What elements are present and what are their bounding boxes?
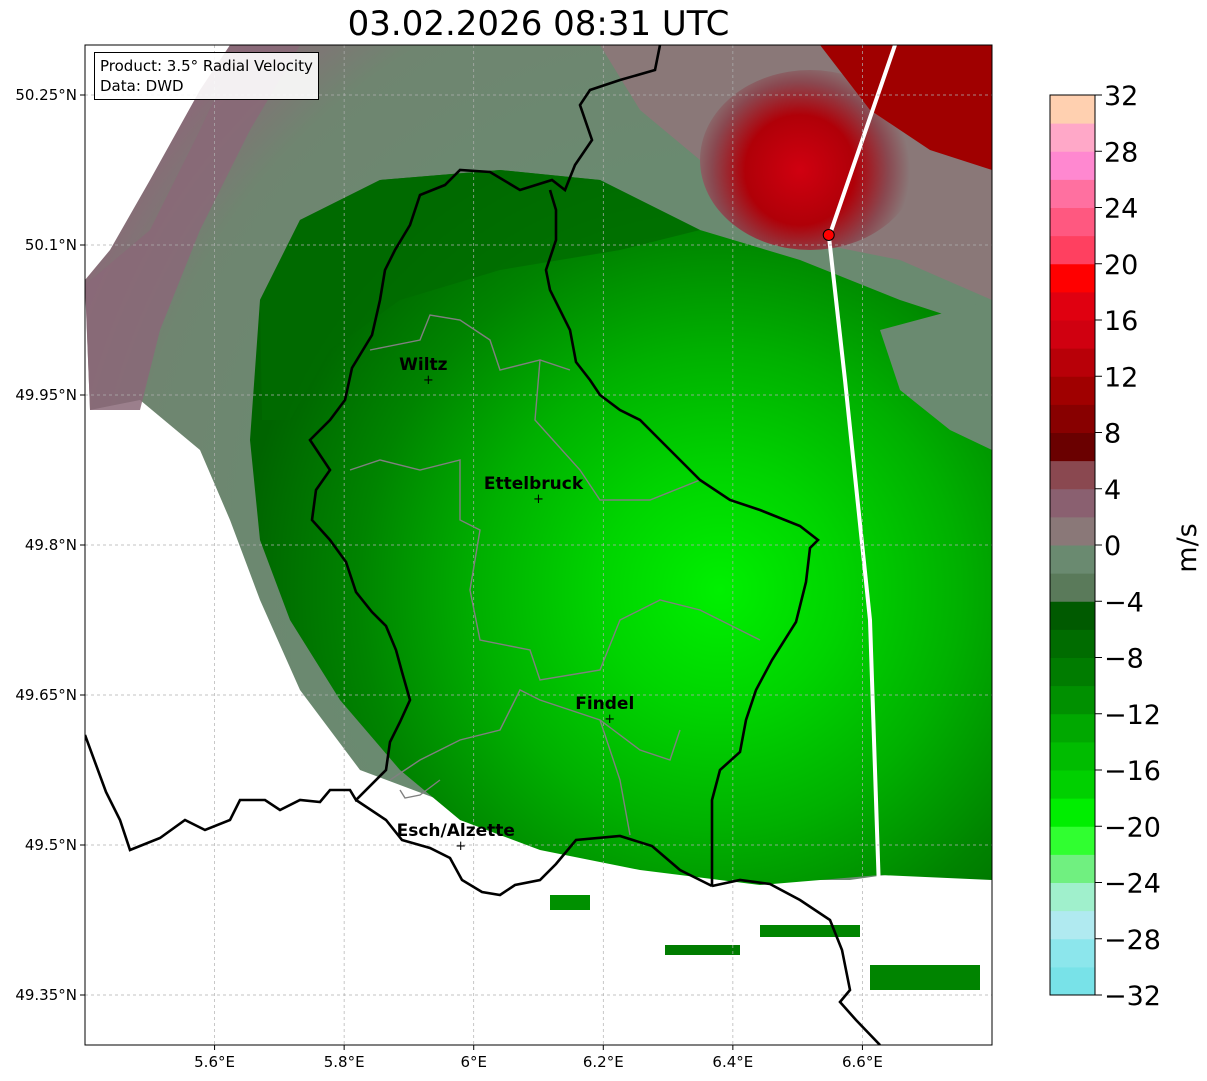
- city-marker-icon: +: [533, 492, 544, 507]
- colorbar-tick-label: 20: [1104, 250, 1138, 281]
- map-title: 03.02.2026 08:31 UTC: [347, 4, 730, 44]
- lat-tick-label: 50.1°N: [25, 236, 77, 254]
- colorbar-tick-label: 16: [1104, 306, 1138, 337]
- colorbar-tick-label: −28: [1104, 925, 1161, 956]
- colorbar-bin: [1050, 404, 1095, 433]
- lon-tick-label: 5.6°E: [194, 1053, 235, 1071]
- colorbar-bin: [1050, 910, 1095, 940]
- colorbar-bin: [1050, 488, 1095, 518]
- city-label: Findel: [575, 694, 634, 714]
- colorbar-bin: [1050, 235, 1095, 265]
- city-label: Esch/Alzette: [397, 821, 515, 841]
- colorbar-bin: [1050, 966, 1095, 996]
- echo-grey-right: [880, 300, 992, 450]
- colorbar-bin: [1050, 938, 1095, 968]
- city-marker-icon: +: [604, 712, 615, 727]
- echo-green-region: [250, 170, 992, 885]
- colorbar-bin: [1050, 263, 1095, 293]
- district-borders: [349, 314, 761, 836]
- lon-tick-label: 6.4°E: [712, 1053, 753, 1071]
- colorbar-bin: [1050, 770, 1095, 799]
- colorbar-bin: [1050, 123, 1095, 152]
- colorbar-tick-label: −4: [1104, 587, 1144, 618]
- lon-tick-label: 6°E: [460, 1053, 487, 1071]
- colorbar-bin: [1050, 657, 1095, 687]
- lat-tick-label: 49.8°N: [25, 536, 77, 554]
- colorbar-tick-label: −20: [1104, 812, 1161, 843]
- colorbar-label: m/s: [1172, 523, 1203, 572]
- city-label: Wiltz: [399, 355, 448, 375]
- colorbar-bin: [1050, 685, 1095, 715]
- city-label: Ettelbruck: [484, 474, 584, 494]
- echo-pink-edge: [85, 45, 300, 410]
- colorbar-bin: [1050, 741, 1095, 771]
- colorbar-bin: [1050, 713, 1095, 743]
- city-markers: +Wiltz+Ettelbruck+Findel+Esch/Alzette: [397, 355, 635, 854]
- colorbar-bin: [1050, 573, 1095, 602]
- echo-red-core: [700, 70, 920, 250]
- colorbar-bin: [1050, 320, 1095, 349]
- colorbar-bin: [1050, 348, 1095, 377]
- lon-tick-label: 6.6°E: [842, 1053, 883, 1071]
- colorbar-bin: [1050, 601, 1095, 630]
- radar-echo-layer: [85, 45, 992, 990]
- colorbar-bin: [1050, 376, 1095, 405]
- colorbar-bin: [1050, 854, 1095, 883]
- radar-beam-artifact: [826, 45, 897, 921]
- colorbar-bin: [1050, 460, 1095, 490]
- lat-tick-label: 49.5°N: [25, 836, 77, 854]
- lat-tick-label: 49.35°N: [15, 986, 77, 1004]
- lon-tick-label: 6.2°E: [583, 1053, 624, 1071]
- colorbar-tick-label: −24: [1104, 869, 1161, 900]
- city-marker-icon: +: [423, 373, 434, 388]
- colorbar-bin: [1050, 291, 1095, 321]
- colorbar-bin: [1050, 826, 1095, 855]
- colorbar-bin: [1050, 516, 1095, 546]
- city-marker-icon: +: [455, 839, 466, 854]
- colorbar-bin: [1050, 207, 1095, 237]
- colorbar-tick-label: −16: [1104, 756, 1161, 787]
- colorbar-tick-label: 8: [1104, 419, 1121, 450]
- colorbar-tick-label: −32: [1104, 981, 1161, 1012]
- colorbar-tick-label: −8: [1104, 644, 1144, 675]
- colorbar-tick-label: 4: [1104, 475, 1121, 506]
- colorbar-tick-label: −12: [1104, 700, 1161, 731]
- colorbar-tick-label: 24: [1104, 194, 1138, 225]
- colorbar-frame: [1049, 94, 1096, 996]
- colorbar-tick-label: 0: [1104, 531, 1121, 562]
- radar-site-marker: [822, 229, 835, 241]
- colorbar-bin: [1050, 432, 1095, 462]
- colorbar-bin: [1050, 95, 1095, 124]
- colorbar-tick-label: 12: [1104, 362, 1138, 393]
- colorbar-tick-label: 28: [1104, 137, 1138, 168]
- colorbar-tick-label: 32: [1104, 81, 1138, 112]
- lon-tick-label: 5.8°E: [324, 1053, 365, 1071]
- lat-tick-label: 50.25°N: [15, 86, 77, 104]
- echo-red-top: [820, 45, 992, 170]
- colorbar-bin: [1050, 629, 1095, 658]
- colorbar-bin: [1050, 545, 1095, 574]
- national-borders: [85, 45, 881, 1045]
- lat-tick-label: 49.65°N: [15, 686, 77, 704]
- colorbar-bin: [1050, 151, 1095, 180]
- colorbar-bin: [1050, 798, 1095, 827]
- colorbar-bin: [1050, 882, 1095, 912]
- lat-tick-label: 49.95°N: [15, 386, 77, 404]
- data-source-label: Data: DWD: [100, 77, 184, 95]
- product-info-box: Product: 3.5° Radial Velocity Data: DWD: [94, 52, 319, 100]
- echo-dark-green-band: [260, 170, 700, 420]
- colorbar: 32 28 24 20 16 12 8 4 0 −4 −8 −12 −16 −20 −24 −28 −32: [1050, 81, 1161, 1012]
- product-label: Product: 3.5° Radial Velocity: [100, 57, 313, 75]
- axis-tick-labels: 5.6°E 5.8°E 6°E 6.2°E 6.4°E 6.6°E 50.25°N 50.1°…: [15, 86, 883, 1071]
- colorbar-bin: [1050, 179, 1095, 208]
